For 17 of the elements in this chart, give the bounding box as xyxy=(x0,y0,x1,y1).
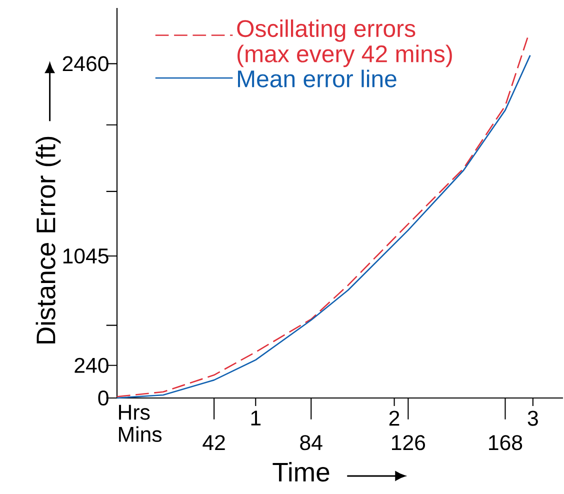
x2-tick-label: 3 xyxy=(528,410,538,426)
y-tick-label: 2460 xyxy=(62,56,108,72)
y-tick-label: 0 xyxy=(98,390,108,406)
legend-label: Oscillating errors (max every 42 mins) xyxy=(237,19,452,68)
y-axis-title: Distance Error (ft) xyxy=(36,136,61,344)
x-tick-label: 42 xyxy=(202,435,225,450)
x-axis-title: Time xyxy=(272,462,330,482)
x2-tick-label: 2 xyxy=(389,410,400,426)
text: Hrs xyxy=(119,404,150,420)
text: Mins xyxy=(119,426,162,442)
legend-label: Mean error line xyxy=(238,70,396,88)
x-tick-label: 168 xyxy=(489,435,522,450)
y-tick-label: 240 xyxy=(74,358,108,373)
x-tick-label: 126 xyxy=(392,435,426,450)
x-tick-label: 84 xyxy=(300,435,322,450)
x2-tick-label: 1 xyxy=(251,410,261,426)
y-tick-label: 1045 xyxy=(63,248,108,264)
